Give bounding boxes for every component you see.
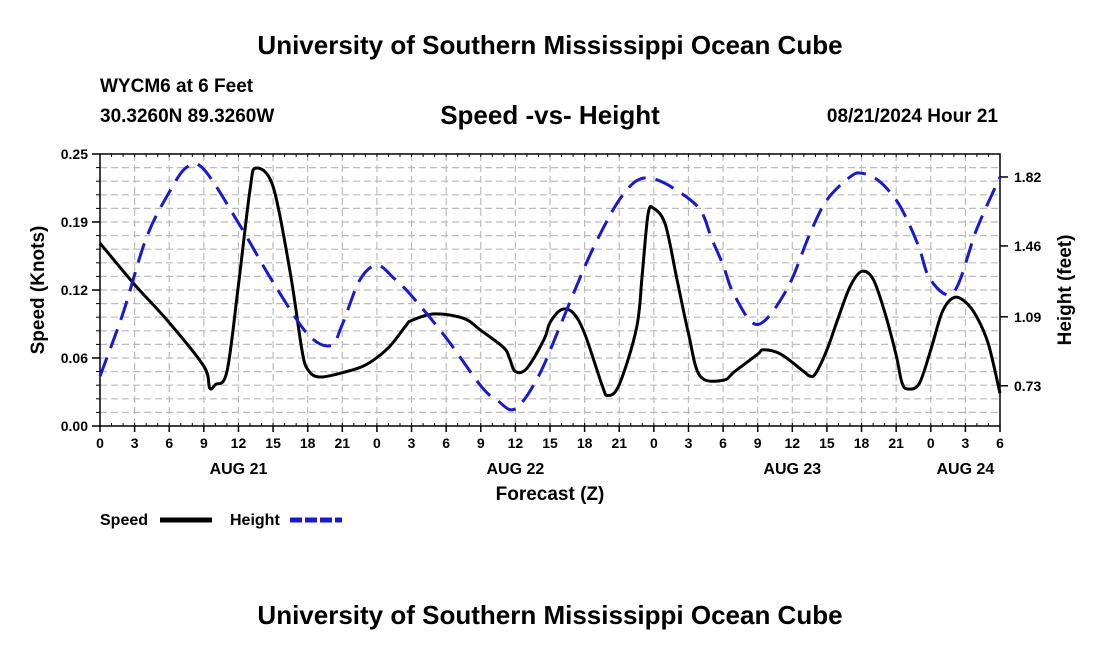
chart-subtitle: Speed -vs- Height [440, 100, 660, 130]
x-tick-label: 12 [785, 435, 801, 451]
x-tick-label: 18 [300, 435, 316, 451]
station-label: WYCM6 at 6 Feet [100, 76, 254, 97]
y-right-tick-label: 1.82 [1014, 169, 1041, 185]
y-left-tick-label: 0.25 [61, 146, 88, 162]
x-axis-label: Forecast (Z) [496, 484, 605, 505]
date-label: AUG 23 [763, 461, 821, 478]
x-tick-label: 15 [542, 435, 558, 451]
minor-ticks [96, 154, 1001, 426]
y-axis-left-label: Speed (Knots) [28, 226, 49, 355]
speed-series-line [98, 166, 1002, 398]
y-left-tick-label: 0.12 [61, 282, 88, 298]
x-tick-label: 3 [685, 435, 693, 451]
speed-height-chart: 0 3 6 9 12 15 18 21 0 3 6 9 12 15 18 21 0 3 6 9 12 15 18 21 0 3 6 0… [28, 146, 1076, 529]
y-right-tick-label: 1.09 [1014, 309, 1041, 325]
x-tick-label: 0 [927, 435, 935, 451]
x-tick-label: 0 [96, 435, 104, 451]
x-tick-label: 21 [335, 435, 351, 451]
x-tick-label: 3 [131, 435, 139, 451]
y-right-tick-label: 0.73 [1014, 378, 1041, 394]
coordinates-label: 30.3260N 89.3260W [100, 106, 275, 127]
date-label: AUG 22 [486, 461, 544, 478]
x-tick-label: 12 [508, 435, 524, 451]
legend-height-label: Height [230, 512, 280, 529]
y-axis-right-label: Height (feet) [1055, 235, 1076, 346]
x-tick-label: 21 [888, 435, 904, 451]
x-tick-label: 6 [165, 435, 173, 451]
x-tick-label: 3 [961, 435, 969, 451]
x-tick-label: 18 [854, 435, 870, 451]
x-tick-label: 6 [719, 435, 727, 451]
y-left-tick-label: 0.19 [61, 214, 88, 230]
date-label: AUG 21 [210, 461, 268, 478]
x-tick-label: 18 [577, 435, 593, 451]
x-tick-label: 15 [265, 435, 281, 451]
chart-main-title: University of Southern Mississippi Ocean… [257, 30, 843, 60]
series [98, 161, 1002, 412]
x-tick-label: 15 [819, 435, 835, 451]
tick-labels: 0 3 6 9 12 15 18 21 0 3 6 9 12 15 18 21 0 3 6 9 12 15 18 21 0 3 6 0… [61, 146, 1042, 478]
x-tick-label: 21 [611, 435, 627, 451]
forecast-datetime: 08/21/2024 Hour 21 [826, 106, 998, 127]
y-left-tick-label: 0.06 [61, 350, 88, 366]
date-label: AUG 24 [936, 461, 994, 478]
x-tick-label: 9 [200, 435, 208, 451]
footer-title: University of Southern Mississippi Ocean… [257, 600, 843, 630]
x-tick-label: 9 [754, 435, 762, 451]
x-tick-label: 12 [231, 435, 247, 451]
x-tick-label: 3 [408, 435, 416, 451]
x-tick-label: 6 [996, 435, 1004, 451]
legend-speed-label: Speed [100, 512, 148, 529]
x-tick-label: 9 [477, 435, 485, 451]
legend: Speed Height [100, 512, 342, 529]
x-tick-label: 0 [650, 435, 658, 451]
height-series-line [98, 161, 1002, 412]
y-left-tick-label: 0.00 [61, 418, 88, 434]
grid [100, 154, 1000, 426]
y-right-tick-label: 1.46 [1014, 238, 1041, 254]
x-tick-label: 6 [442, 435, 450, 451]
x-tick-label: 0 [373, 435, 381, 451]
